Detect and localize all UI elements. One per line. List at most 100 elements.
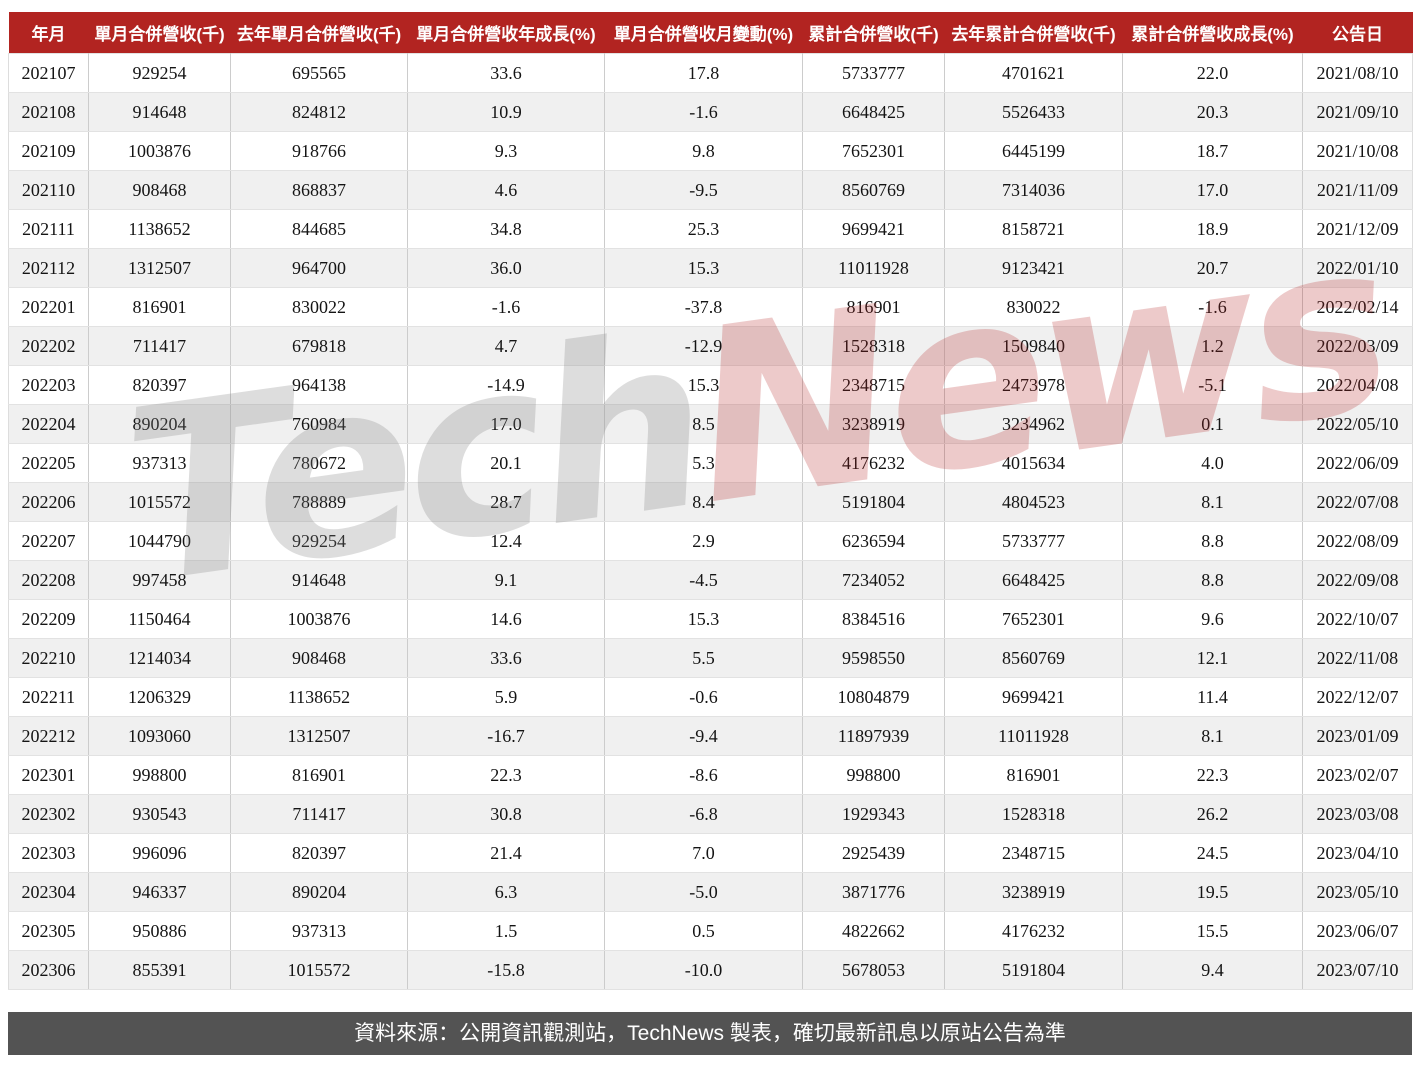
table-cell: 6648425: [802, 92, 945, 132]
table-cell: 12.4: [407, 521, 605, 561]
table-cell: 4822662: [802, 911, 945, 951]
table-cell: 2021/11/09: [1302, 170, 1413, 210]
table-cell: 8158721: [944, 209, 1123, 249]
table-cell: 22.0: [1122, 53, 1303, 93]
table-cell: 4176232: [802, 443, 945, 483]
table-cell: 2022/03/09: [1302, 326, 1413, 366]
table-cell: 4701621: [944, 53, 1123, 93]
table-cell: 5.9: [407, 677, 605, 717]
table-cell: 33.6: [407, 638, 605, 678]
column-header-last-year-monthly-revenue: 去年單月合併營收(千): [230, 12, 408, 54]
table-cell: 998800: [88, 755, 231, 795]
table-row: 202108 914648 824812 10.9 -1.6 6648425 5526433…: [8, 92, 1413, 132]
table-cell: 10804879: [802, 677, 945, 717]
table-cell: 7652301: [944, 599, 1123, 639]
table-row: 202110 908468 868837 4.6 -9.5 8560769 7314036 1…: [8, 170, 1413, 210]
table-cell: 820397: [230, 833, 408, 873]
table-cell: 17.8: [604, 53, 803, 93]
table-cell: 4.6: [407, 170, 605, 210]
table-cell: 8.5: [604, 404, 803, 444]
table-cell: 8560769: [944, 638, 1123, 678]
table-cell: 9699421: [802, 209, 945, 249]
table-cell: 14.6: [407, 599, 605, 639]
table-cell: 4.7: [407, 326, 605, 366]
table-cell: 918766: [230, 131, 408, 171]
table-cell: 820397: [88, 365, 231, 405]
table-cell: 20.7: [1122, 248, 1303, 288]
table-cell: 844685: [230, 209, 408, 249]
table-cell: 15.3: [604, 248, 803, 288]
table-cell: 2925439: [802, 833, 945, 873]
table-cell: 30.8: [407, 794, 605, 834]
table-cell: 24.5: [1122, 833, 1303, 873]
table-cell: 20.1: [407, 443, 605, 483]
table-row: 202211 1206329 1138652 5.9 -0.6 10804879 96994…: [8, 677, 1413, 717]
table-cell: 8560769: [802, 170, 945, 210]
table-cell: 868837: [230, 170, 408, 210]
table-cell: 695565: [230, 53, 408, 93]
table-row: 202205 937313 780672 20.1 5.3 4176232 4015634 4…: [8, 443, 1413, 483]
table-cell: 202108: [8, 92, 89, 132]
column-header-monthly-revenue: 單月合併營收(千): [88, 12, 231, 54]
column-header-last-year-cumulative-revenue: 去年累計合併營收(千): [944, 12, 1123, 54]
table-row: 202202 711417 679818 4.7 -12.9 1528318 1509840…: [8, 326, 1413, 366]
source-attribution-bar: 資料來源：公開資訊觀測站，TechNews 製表，確切最新訊息以原站公告為準: [8, 1012, 1412, 1055]
table-cell: 2473978: [944, 365, 1123, 405]
table-cell: 908468: [230, 638, 408, 678]
table-cell: 2348715: [944, 833, 1123, 873]
table-cell: 1003876: [88, 131, 231, 171]
table-cell: 9123421: [944, 248, 1123, 288]
table-cell: 17.0: [1122, 170, 1303, 210]
table-cell: -16.7: [407, 716, 605, 756]
table-cell: 202304: [8, 872, 89, 912]
table-cell: 11011928: [802, 248, 945, 288]
column-header-cumulative-growth: 累計合併營收成長(%): [1122, 12, 1303, 54]
table-cell: 25.3: [604, 209, 803, 249]
table-cell: 202207: [8, 521, 89, 561]
table-cell: 964138: [230, 365, 408, 405]
table-cell: 2022/06/09: [1302, 443, 1413, 483]
table-cell: 1929343: [802, 794, 945, 834]
table-cell: -1.6: [1122, 287, 1303, 327]
table-cell: 1312507: [230, 716, 408, 756]
table-cell: 2021/09/10: [1302, 92, 1413, 132]
table-cell: 2023/02/07: [1302, 755, 1413, 795]
table-cell: 22.3: [1122, 755, 1303, 795]
table-cell: 2023/05/10: [1302, 872, 1413, 912]
table-cell: 0.1: [1122, 404, 1303, 444]
table-row: 202210 1214034 908468 33.6 5.5 9598550 8560769…: [8, 638, 1413, 678]
table-cell: 2022/05/10: [1302, 404, 1413, 444]
table-cell: 6236594: [802, 521, 945, 561]
table-cell: 8384516: [802, 599, 945, 639]
table-cell: 1509840: [944, 326, 1123, 366]
table-cell: 15.3: [604, 365, 803, 405]
table-cell: 20.3: [1122, 92, 1303, 132]
table-cell: 11.4: [1122, 677, 1303, 717]
table-cell: 3238919: [802, 404, 945, 444]
table-cell: 5733777: [944, 521, 1123, 561]
table-cell: -9.4: [604, 716, 803, 756]
table-cell: 1.2: [1122, 326, 1303, 366]
table-cell: 2022/02/14: [1302, 287, 1413, 327]
table-cell: -8.6: [604, 755, 803, 795]
table-cell: 830022: [944, 287, 1123, 327]
table-cell: 937313: [230, 911, 408, 951]
table-cell: 11897939: [802, 716, 945, 756]
table-cell: 26.2: [1122, 794, 1303, 834]
table-cell: 2021/12/09: [1302, 209, 1413, 249]
table-cell: 10.9: [407, 92, 605, 132]
table-cell: 2022/10/07: [1302, 599, 1413, 639]
table-cell: 890204: [230, 872, 408, 912]
table-cell: 19.5: [1122, 872, 1303, 912]
table-cell: 4015634: [944, 443, 1123, 483]
table-row: 202201 816901 830022 -1.6 -37.8 816901 830022-…: [8, 287, 1413, 327]
table-cell: 8.8: [1122, 560, 1303, 600]
table-cell: 2022/04/08: [1302, 365, 1413, 405]
table-cell: 2023/06/07: [1302, 911, 1413, 951]
table-row: 202112 1312507 964700 36.0 15.3 11011928 91234…: [8, 248, 1413, 288]
table-cell: 4176232: [944, 911, 1123, 951]
table-row: 202204 890204 760984 17.0 8.5 3238919 3234962 0…: [8, 404, 1413, 444]
table-cell: 1528318: [802, 326, 945, 366]
table-row: 202111 1138652 844685 34.8 25.3 9699421 815872…: [8, 209, 1413, 249]
